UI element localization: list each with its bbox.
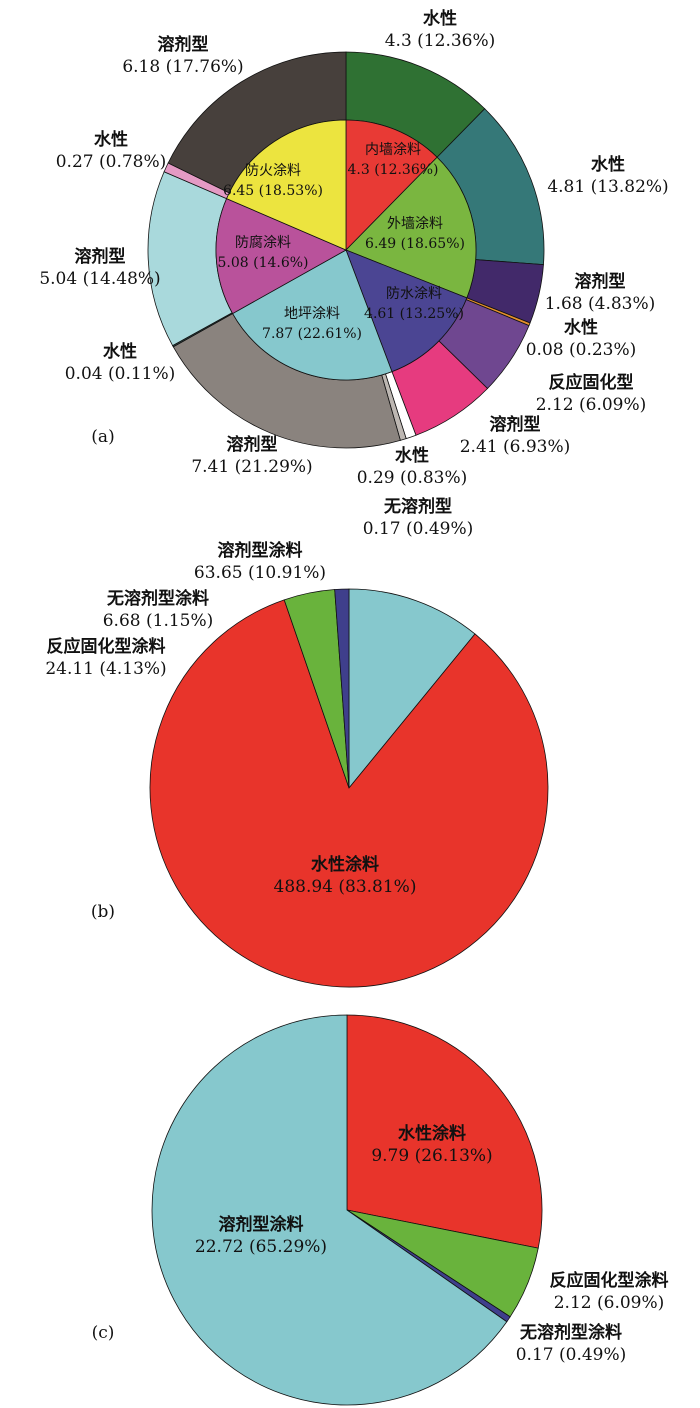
pie-b-label-0-line: 63.65 (10.91%) (194, 563, 326, 583)
inner-ring-label-3-line: 7.87 (22.61%) (262, 326, 362, 342)
inner-ring-label-2: 防水涂料 4.61 (13.25%) (364, 286, 464, 322)
inner-ring-label-1: 外墙涂料 6.49 (18.65%) (365, 216, 465, 252)
outer-ring-label-5-line: 2.41 (6.93%) (460, 437, 571, 457)
outer-ring-label-5: 溶剂型 2.41 (6.93%) (460, 414, 571, 457)
pie-c-label-0-line: 水性涂料 (398, 1123, 466, 1144)
pie-c-label-2-line: 0.17 (0.49%) (516, 1345, 627, 1365)
inner-ring-label-3: 地坪涂料 7.87 (22.61%) (262, 306, 362, 342)
pie-c-label-0-line: 9.79 (26.13%) (371, 1146, 492, 1166)
pie-c-label-3-line: 溶剂型涂料 (219, 1214, 304, 1235)
pie-b-label-1: 水性涂料 488.94 (83.81%) (274, 854, 417, 897)
inner-ring-label-1-line: 6.49 (18.65%) (365, 236, 465, 252)
outer-ring-label-0-line: 水性 (423, 8, 457, 29)
outer-ring-label-4-line: 2.12 (6.09%) (536, 395, 647, 415)
outer-ring-label-5-line: 溶剂型 (490, 414, 541, 435)
pie-b-label-1-line: 水性涂料 (311, 854, 379, 875)
pie-b-slice-3 (334, 588, 350, 789)
pie-c-label-3: 溶剂型涂料 22.72 (65.29%) (195, 1214, 327, 1257)
inner-ring-label-0-line: 4.3 (12.36%) (347, 162, 438, 178)
outer-ring-label-3-line: 水性 (564, 317, 598, 338)
outer-ring-label-1-line: 水性 (591, 154, 625, 175)
pie-b-label-2-line: 24.11 (4.13%) (45, 659, 166, 679)
outer-ring-label-2-line: 1.68 (4.83%) (545, 294, 656, 314)
panel-label-c: (c) (92, 1323, 115, 1343)
outer-ring-label-8: 溶剂型 7.41 (21.29%) (191, 434, 312, 477)
pie-c-label-0: 水性涂料 9.79 (26.13%) (371, 1123, 492, 1166)
outer-ring-label-12: 溶剂型 6.18 (17.76%) (122, 34, 243, 77)
pie-c-label-2-line: 无溶剂型涂料 (519, 1322, 622, 1343)
pie-c-label-1-line: 2.12 (6.09%) (554, 1293, 665, 1313)
pie-b-label-1-line: 488.94 (83.81%) (274, 877, 417, 897)
inner-ring-slice-5 (226, 119, 347, 251)
inner-ring-label-4-line: 防腐涂料 (235, 234, 291, 251)
outer-ring-label-9-line: 0.04 (0.11%) (65, 364, 176, 384)
inner-ring-label-2-line: 防水涂料 (386, 286, 442, 302)
outer-ring-label-6-line: 0.29 (0.83%) (357, 468, 468, 488)
outer-ring-label-2-line: 溶剂型 (575, 271, 626, 292)
outer-ring-label-0-line: 4.3 (12.36%) (385, 31, 496, 51)
outer-ring-label-3-line: 0.08 (0.23%) (526, 340, 637, 360)
outer-ring-label-3: 水性 0.08 (0.23%) (526, 317, 637, 360)
outer-ring-label-12-line: 6.18 (17.76%) (122, 57, 243, 77)
pie-c-label-1: 反应固化型涂料 2.12 (6.09%) (550, 1270, 669, 1313)
inner-ring-label-0: 内墙涂料 4.3 (12.36%) (347, 142, 438, 178)
outer-ring-label-1: 水性 4.81 (13.82%) (547, 154, 668, 197)
inner-ring-label-5-line: 6.45 (18.53%) (223, 183, 323, 199)
outer-ring-label-4-line: 反应固化型 (549, 372, 634, 393)
pie-b-label-2-line: 反应固化型涂料 (47, 636, 166, 657)
pie-c-slice-3 (151, 1014, 508, 1406)
pie-b-slice-1 (149, 599, 549, 988)
outer-ring-label-1-line: 4.81 (13.82%) (547, 177, 668, 197)
inner-ring-label-4: 防腐涂料 5.08 (14.6%) (217, 234, 308, 271)
inner-ring-label-4-line: 5.08 (14.6%) (217, 255, 308, 271)
inner-ring-label-2-line: 4.61 (13.25%) (364, 306, 464, 322)
pie-b-label-3: 无溶剂型涂料 6.68 (1.15%) (103, 588, 214, 631)
pie-b-label-3-line: 无溶剂型涂料 (106, 588, 209, 609)
outer-ring-label-11: 水性 0.27 (0.78%) (56, 129, 167, 172)
inner-ring-slice-0 (345, 119, 438, 251)
pie-b-label-0: 溶剂型涂料 63.65 (10.91%) (194, 540, 326, 583)
pie-c-label-3-line: 22.72 (65.29%) (195, 1237, 327, 1257)
outer-ring-label-11-line: 水性 (94, 129, 128, 150)
pie-c-label-2: 无溶剂型涂料 0.17 (0.49%) (516, 1322, 627, 1365)
outer-ring-label-4: 反应固化型 2.12 (6.09%) (536, 372, 647, 415)
outer-ring-label-11-line: 0.27 (0.78%) (56, 152, 167, 172)
outer-ring-label-9: 水性 0.04 (0.11%) (65, 341, 176, 384)
outer-ring-label-10: 溶剂型 5.04 (14.48%) (39, 246, 160, 289)
inner-ring-label-3-line: 地坪涂料 (284, 306, 340, 322)
pie-c-label-1-line: 反应固化型涂料 (550, 1270, 669, 1291)
pie-b-label-3-line: 6.68 (1.15%) (103, 611, 214, 631)
inner-ring-slice-4 (215, 198, 347, 315)
outer-ring-label-7-line: 0.17 (0.49%) (363, 519, 474, 539)
outer-ring-label-6: 水性 0.29 (0.83%) (357, 445, 468, 488)
pie-b-slice-0 (348, 588, 476, 790)
inner-ring-slice-3 (232, 249, 393, 381)
outer-ring-label-7-line: 无溶剂型 (383, 496, 452, 517)
pie-c-slice-0 (346, 1014, 543, 1249)
pie-b-label-2: 反应固化型涂料 24.11 (4.13%) (45, 636, 166, 679)
inner-ring-label-5: 防火涂料 6.45 (18.53%) (223, 163, 323, 199)
outer-ring-label-2: 溶剂型 1.68 (4.83%) (545, 271, 656, 314)
pie-b-label-0-line: 溶剂型涂料 (218, 540, 303, 561)
inner-ring-slice-2 (345, 249, 468, 373)
outer-ring-label-12-line: 溶剂型 (158, 34, 209, 55)
panel-label-b: (b) (91, 902, 115, 922)
outer-ring-label-10-line: 溶剂型 (75, 246, 126, 267)
panel-label-a: (a) (91, 427, 114, 447)
outer-ring-label-0: 水性 4.3 (12.36%) (385, 8, 496, 51)
inner-ring-label-0-line: 内墙涂料 (365, 142, 421, 158)
outer-ring-label-9-line: 水性 (103, 341, 137, 362)
outer-ring-label-10-line: 5.04 (14.48%) (39, 269, 160, 289)
inner-ring-label-1-line: 外墙涂料 (387, 216, 443, 232)
outer-ring-label-8-line: 7.41 (21.29%) (191, 457, 312, 477)
outer-ring-label-7: 无溶剂型 0.17 (0.49%) (363, 496, 474, 539)
inner-ring-label-5-line: 防火涂料 (245, 163, 301, 179)
outer-ring-label-8-line: 溶剂型 (227, 434, 278, 455)
outer-ring-label-6-line: 水性 (395, 445, 429, 466)
